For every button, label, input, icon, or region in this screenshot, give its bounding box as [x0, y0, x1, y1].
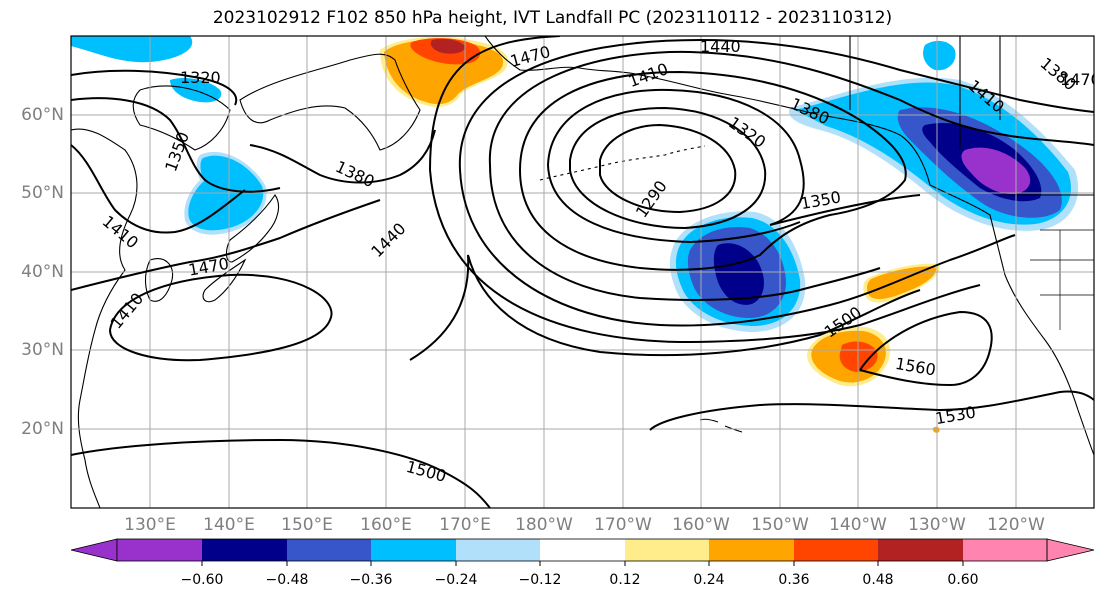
- lon-label: 180°W: [515, 515, 573, 535]
- contour-label: 1470: [1060, 70, 1101, 89]
- colorbar-bin: [117, 539, 202, 561]
- shade-ep2-036: [839, 341, 878, 372]
- lat-label: 60°N: [21, 105, 64, 125]
- contour-1500a: [108, 273, 333, 362]
- colorbar-bin: [202, 539, 287, 561]
- colorbar-bin: [878, 539, 963, 561]
- contour-1470w: [71, 199, 381, 291]
- asia-coast: [71, 128, 138, 508]
- colorbar-tick: −0.36: [349, 572, 393, 588]
- lon-label: 170°W: [594, 515, 652, 535]
- colorbar-bin: [371, 539, 456, 561]
- na-coast: [929, 184, 1094, 456]
- contour-1470: [429, 36, 981, 344]
- lon-label: 130°W: [908, 515, 966, 535]
- korea: [144, 258, 174, 302]
- contour-1320: [569, 106, 767, 230]
- height-contours: [71, 36, 1094, 508]
- colorbar-tick: −0.24: [434, 572, 478, 588]
- lon-label: 160°E: [360, 515, 412, 535]
- lon-label: 150°W: [751, 515, 809, 535]
- colorbar-tick: 0.12: [609, 572, 641, 588]
- colorbar-tick: 0.36: [778, 572, 810, 588]
- colorbar-bin: [963, 539, 1047, 561]
- coastlines: [71, 36, 1094, 508]
- contour-1500c: [71, 438, 491, 508]
- colorbar-left-extend: [70, 538, 118, 562]
- contour-1530: [649, 390, 1094, 431]
- colorbar-tick: 0.48: [862, 572, 894, 588]
- contour-1350w: [71, 97, 281, 193]
- contour-1380: [519, 70, 907, 271]
- colorbar-tick: −0.48: [265, 572, 309, 588]
- colorbar: [70, 538, 1095, 566]
- colorbar-tick: 0.24: [693, 572, 725, 588]
- contour-label: 1440: [700, 37, 741, 56]
- contour-1410: [488, 50, 1094, 301]
- contour-label: 1320: [180, 68, 221, 87]
- kamchatka-coast: [239, 53, 421, 151]
- canada-borders: [849, 36, 1001, 150]
- alaska-coast: [484, 36, 931, 186]
- lon-label: 170°E: [439, 515, 491, 535]
- shade-gulf-060: [961, 147, 1031, 195]
- contour-1320w: [71, 69, 238, 106]
- lon-label: 140°E: [203, 515, 255, 535]
- us-states: [1030, 229, 1094, 330]
- colorbar-tick: 0.60: [947, 572, 979, 588]
- contour-1380w: [249, 129, 436, 184]
- colorbar-tick: −0.60: [180, 572, 224, 588]
- colorbar-bin: [794, 539, 878, 561]
- colorbar-tick: −0.12: [518, 572, 562, 588]
- contour-1410w: [71, 144, 246, 234]
- colorbar-bin: [287, 539, 371, 561]
- contour-1290: [599, 123, 737, 214]
- lat-label: 20°N: [21, 419, 64, 439]
- shade-nw-corner: [71, 36, 193, 63]
- lat-label: 50°N: [21, 183, 64, 203]
- map-title: 2023102912 F102 850 hPa height, IVT Land…: [212, 8, 893, 28]
- contour-1440: [458, 38, 1094, 327]
- colorbar-bin: [456, 539, 540, 561]
- contour-1500b: [409, 254, 921, 361]
- gridlines: [71, 36, 1094, 508]
- lon-label: 160°W: [672, 515, 730, 535]
- lon-label: 130°E: [124, 515, 176, 535]
- colorbar-right-extend: [1046, 538, 1095, 562]
- contour-1350a: [547, 88, 921, 244]
- colorbar-bin: [709, 539, 794, 561]
- shade-ep1-024: [867, 266, 937, 299]
- lat-label: 30°N: [21, 340, 64, 360]
- colorbar-bin: [625, 539, 709, 561]
- map-frame: [70, 35, 1095, 509]
- lon-label: 150°E: [281, 515, 333, 535]
- colorbar-bin: [540, 539, 625, 561]
- lon-label: 120°W: [987, 515, 1045, 535]
- lon-label: 140°W: [829, 515, 887, 535]
- shade-dot: [932, 426, 940, 433]
- lat-label: 40°N: [21, 262, 64, 282]
- shade-alaska-small: [923, 40, 956, 71]
- shade-bering-048: [430, 38, 466, 54]
- contour-1560: [859, 310, 993, 387]
